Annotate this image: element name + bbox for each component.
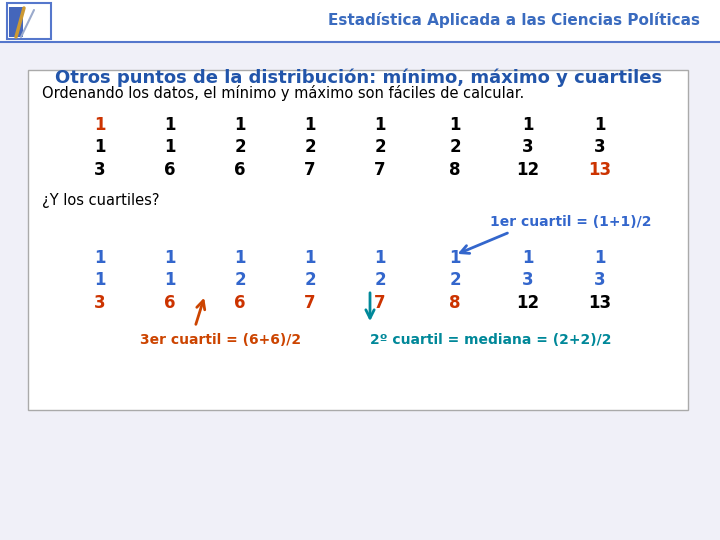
Text: 1: 1 — [594, 116, 606, 134]
Text: 1: 1 — [522, 249, 534, 267]
Text: Estadística Aplicada a las Ciencias Políticas: Estadística Aplicada a las Ciencias Polí… — [328, 12, 700, 28]
Text: 1: 1 — [305, 116, 316, 134]
Text: 1: 1 — [449, 116, 461, 134]
Text: 2º cuartil = mediana = (2+2)/2: 2º cuartil = mediana = (2+2)/2 — [370, 333, 611, 347]
Text: 1: 1 — [449, 249, 461, 267]
FancyBboxPatch shape — [0, 0, 720, 42]
Text: 7: 7 — [304, 294, 316, 312]
Text: 2: 2 — [374, 138, 386, 156]
Text: 1: 1 — [594, 249, 606, 267]
Text: 7: 7 — [374, 161, 386, 179]
Text: 1er cuartil = (1+1)/2: 1er cuartil = (1+1)/2 — [490, 215, 652, 229]
Text: 2: 2 — [449, 271, 461, 289]
Text: 3: 3 — [94, 294, 106, 312]
Text: 1: 1 — [164, 116, 176, 134]
Text: 2: 2 — [304, 271, 316, 289]
FancyBboxPatch shape — [7, 3, 51, 39]
Text: 12: 12 — [516, 294, 539, 312]
Text: 7: 7 — [374, 294, 386, 312]
Text: 3er cuartil = (6+6)/2: 3er cuartil = (6+6)/2 — [140, 333, 301, 347]
Text: 1: 1 — [164, 271, 176, 289]
Text: 3: 3 — [594, 271, 606, 289]
Text: 3: 3 — [522, 271, 534, 289]
Text: 1: 1 — [94, 138, 106, 156]
Text: 1: 1 — [94, 271, 106, 289]
Text: 2: 2 — [234, 271, 246, 289]
Text: 3: 3 — [594, 138, 606, 156]
Text: 3: 3 — [94, 161, 106, 179]
Text: 2: 2 — [374, 271, 386, 289]
Text: 1: 1 — [94, 249, 106, 267]
Text: 12: 12 — [516, 161, 539, 179]
Text: 1: 1 — [94, 116, 106, 134]
Text: 6: 6 — [164, 161, 176, 179]
Text: 1: 1 — [164, 249, 176, 267]
Text: 6: 6 — [234, 294, 246, 312]
Text: 2: 2 — [449, 138, 461, 156]
Text: 8: 8 — [449, 161, 461, 179]
Text: 13: 13 — [588, 161, 611, 179]
Text: 2: 2 — [304, 138, 316, 156]
Text: 7: 7 — [304, 161, 316, 179]
Text: 1: 1 — [374, 249, 386, 267]
Text: 6: 6 — [164, 294, 176, 312]
Text: Ordenando los datos, el mínimo y máximo son fáciles de calcular.: Ordenando los datos, el mínimo y máximo … — [42, 85, 524, 101]
Text: 3: 3 — [522, 138, 534, 156]
FancyBboxPatch shape — [9, 7, 23, 37]
Text: 1: 1 — [234, 116, 246, 134]
Text: 6: 6 — [234, 161, 246, 179]
Text: 1: 1 — [164, 138, 176, 156]
Text: ¿Y los cuartiles?: ¿Y los cuartiles? — [42, 192, 160, 207]
Text: 1: 1 — [234, 249, 246, 267]
Text: 8: 8 — [449, 294, 461, 312]
Text: 1: 1 — [374, 116, 386, 134]
Text: Otros puntos de la distribución: mínimo, máximo y cuartiles: Otros puntos de la distribución: mínimo,… — [55, 69, 662, 87]
FancyBboxPatch shape — [28, 70, 688, 410]
Text: 2: 2 — [234, 138, 246, 156]
Text: 1: 1 — [305, 249, 316, 267]
Text: 13: 13 — [588, 294, 611, 312]
Text: 1: 1 — [522, 116, 534, 134]
